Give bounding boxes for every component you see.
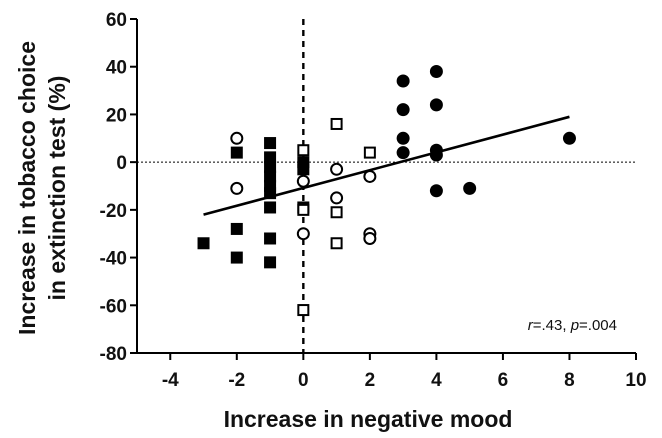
filled-square-point <box>230 146 243 159</box>
regression-line-group <box>203 115 570 216</box>
y-tick-label: 20 <box>106 105 127 126</box>
open-square-point <box>330 117 343 130</box>
open-circle-point <box>330 191 344 205</box>
y-tick-label: -20 <box>100 201 127 222</box>
filled-circle-point <box>429 184 443 198</box>
x-tick-label: 0 <box>298 370 309 391</box>
open-circle-point <box>296 174 310 188</box>
regression-line <box>203 115 570 216</box>
reference-lines <box>137 19 636 353</box>
y-axis-title: Increase in tobacco choice in extinction… <box>14 41 70 335</box>
filled-circle-point <box>429 64 443 78</box>
open-square-point <box>330 206 343 219</box>
x-tick-label: 4 <box>431 370 442 391</box>
open-circle-point <box>330 162 344 176</box>
x-tick-label: 10 <box>625 370 646 391</box>
filled-circle-point <box>429 98 443 112</box>
filled-square-point <box>230 251 243 264</box>
x-tick-label: -2 <box>228 370 245 391</box>
r-symbol: r <box>528 317 534 334</box>
filled-square-point <box>264 256 277 269</box>
open-circle-point <box>363 231 377 245</box>
filled-square-point <box>264 137 277 150</box>
y-tick-label: 60 <box>106 10 127 31</box>
filled-square-point <box>264 151 277 164</box>
y-tick-label: 0 <box>116 153 127 174</box>
filled-circle-point <box>396 103 410 117</box>
filled-circle-point <box>463 181 477 195</box>
filled-square-point <box>264 170 277 183</box>
open-square-point <box>297 304 310 317</box>
filled-circle-point <box>396 74 410 88</box>
filled-circle-point <box>396 131 410 145</box>
y-tick-label: -40 <box>100 249 127 270</box>
y-tick-label: -60 <box>100 296 127 317</box>
y-tick-label: -80 <box>100 344 127 365</box>
open-circle-point <box>230 131 244 145</box>
p-symbol: p <box>570 317 579 334</box>
y-axis-title-line-1: Increase in tobacco choice <box>14 41 40 335</box>
x-tick-label: 6 <box>498 370 509 391</box>
filled-square-point <box>264 160 277 173</box>
open-square-point <box>363 146 376 159</box>
filled-square-point <box>230 222 243 235</box>
open-circle-point <box>296 227 310 241</box>
filled-square-point <box>297 163 310 176</box>
r-value: =.43, <box>533 317 571 334</box>
data-points <box>197 64 576 317</box>
open-square-point <box>297 144 310 157</box>
y-axis-title-line-2: in extinction test (%) <box>44 76 70 301</box>
open-circle-point <box>363 169 377 183</box>
p-value: =.004 <box>579 317 617 334</box>
y-tick-label: 40 <box>106 58 127 79</box>
x-tick-label: 2 <box>365 370 376 391</box>
filled-square-point <box>197 237 210 250</box>
open-square-point <box>297 203 310 216</box>
x-axis-title: Increase in negative mood <box>224 406 513 432</box>
filled-circle-point <box>396 146 410 160</box>
open-circle-point <box>230 181 244 195</box>
correlation-annotation: r=.43, p=.004 <box>528 317 617 334</box>
axes <box>136 19 636 354</box>
x-tick-label: -4 <box>162 370 179 391</box>
filled-square-point <box>264 232 277 245</box>
open-square-point <box>330 237 343 250</box>
filled-square-point <box>264 201 277 214</box>
x-tick-label: 8 <box>564 370 575 391</box>
filled-circle-point <box>562 131 576 145</box>
